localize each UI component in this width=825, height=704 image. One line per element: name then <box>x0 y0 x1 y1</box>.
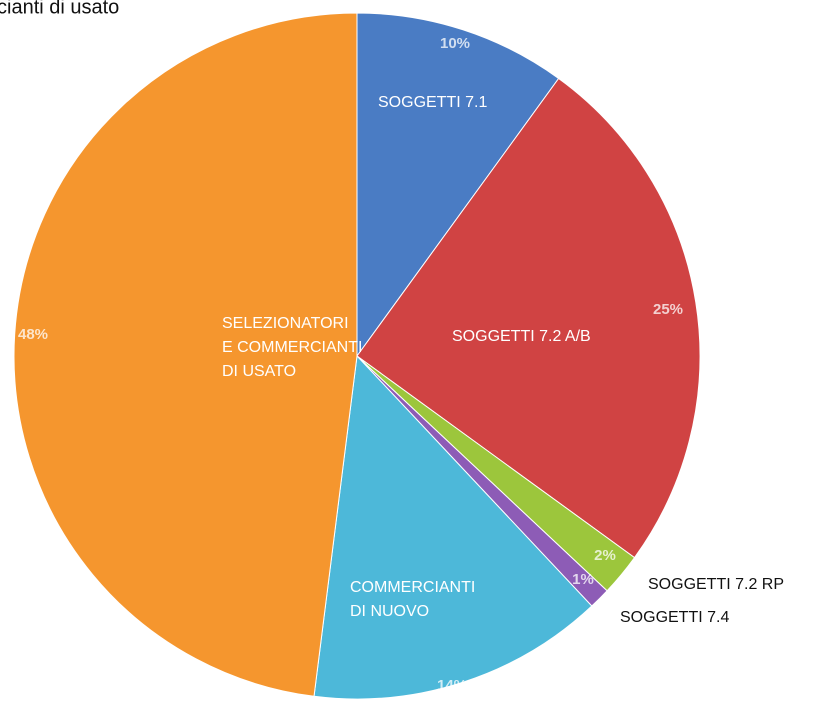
value-label: 25% <box>653 301 683 318</box>
value-label: 10% <box>440 35 470 52</box>
value-label: 1% <box>572 571 594 588</box>
slice-label: SOGGETTI 7.1 <box>378 94 487 111</box>
value-label: 48% <box>18 326 48 343</box>
pie-slice <box>313 354 593 700</box>
pie-slice <box>356 12 560 358</box>
value-label: 2% <box>594 547 616 564</box>
slice-label: SOGGETTI 7.2 A/B <box>452 328 591 345</box>
value-label: 14% <box>437 677 467 694</box>
chart-title: cianti di usato <box>0 0 119 18</box>
pie-slice <box>356 77 701 559</box>
slice-label: COMMERCIANTI DI NUOVO <box>350 579 475 620</box>
slice-label: SOGGETTI 7.4 <box>620 609 729 626</box>
slice-label: SOGGETTI 7.2 RP <box>648 576 784 593</box>
pie-slice <box>13 12 358 697</box>
slice-label: SELEZIONATORI E COMMERCIANTI DI USATO <box>222 315 362 380</box>
